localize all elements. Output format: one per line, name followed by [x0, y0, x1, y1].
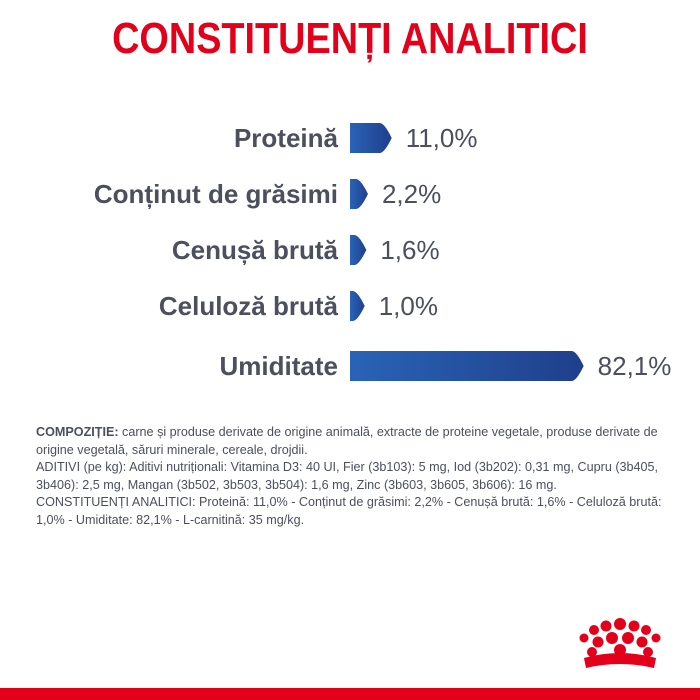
analytical-constituents-chart: Proteină 11,0% Conținut de grăsimi 2,2% Cenu…	[94, 123, 672, 381]
bar	[350, 235, 367, 265]
category-label: Proteină	[234, 123, 339, 153]
composition-text-block: COMPOZIȚIE: carne și produse derivate de…	[36, 424, 666, 530]
category-label: Conținut de grăsimi	[94, 179, 338, 209]
bottom-accent-bar	[0, 688, 700, 700]
constituents-paragraph: CONSTITUENȚI ANALITICI: Proteină: 11,0% …	[36, 495, 662, 527]
composition-paragraph: COMPOZIȚIE: carne și produse derivate de…	[36, 424, 666, 459]
composition-heading: COMPOZIȚIE:	[36, 425, 119, 439]
royal-canin-crown-icon	[579, 618, 661, 668]
bar	[350, 291, 365, 321]
value-label: 82,1%	[598, 351, 672, 381]
category-label: Umiditate	[220, 351, 338, 381]
value-label: 1,0%	[379, 291, 438, 321]
bar	[350, 351, 584, 381]
value-label: 11,0%	[406, 123, 478, 153]
bar	[350, 179, 368, 209]
category-label: Cenușă brută	[172, 235, 339, 265]
additives-paragraph: ADITIVI (pe kg): Aditivi nutriționali: V…	[36, 460, 659, 492]
value-label: 1,6%	[380, 235, 439, 265]
composition-ingredients: carne și produse derivate de origine ani…	[36, 425, 658, 457]
value-label: 2,2%	[382, 179, 441, 209]
bar	[350, 123, 392, 153]
page-title: CONSTITUENȚI ANALITICI	[112, 14, 588, 63]
category-label: Celuloză brută	[159, 291, 339, 321]
